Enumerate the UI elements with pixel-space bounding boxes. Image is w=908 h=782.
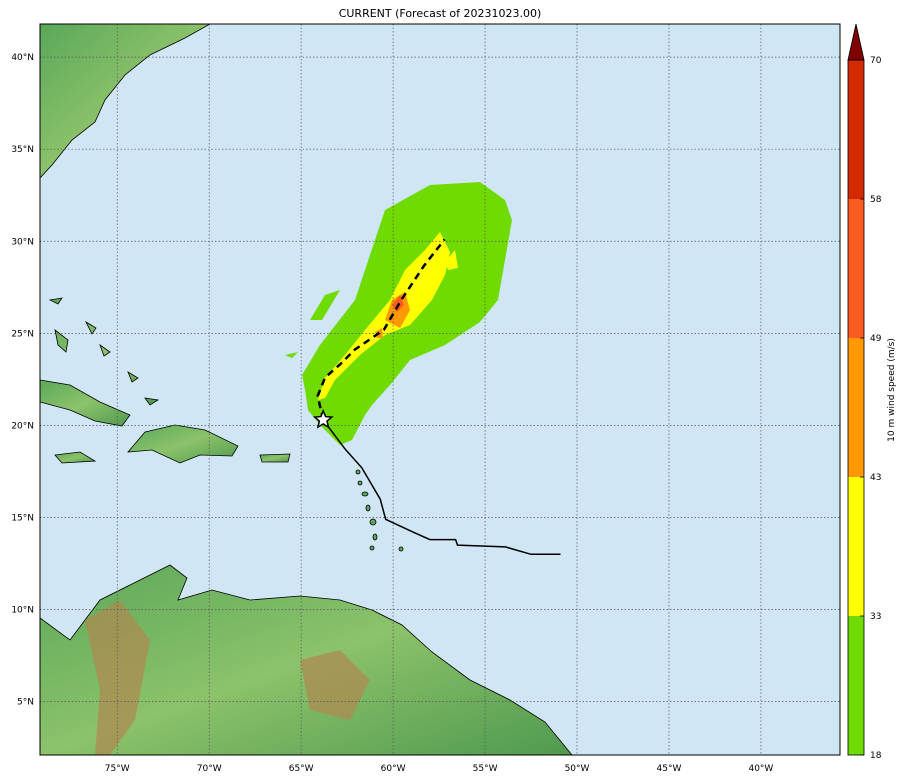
colorbar-tick-label: 33 [870,612,881,622]
lat-tick-label: 30°N [11,237,34,247]
forecast-track-line [316,238,446,421]
terrain-highlands [85,600,370,755]
storm-tracks [312,238,561,556]
cuba [40,379,131,427]
colorbar-segment [848,199,864,338]
bahamas [48,297,160,406]
lat-tick-label: 40°N [11,53,34,63]
colorbar-tick-label: 70 [870,56,882,66]
colorbar-tick-label: 58 [870,195,882,205]
puerto-rico [259,453,291,463]
lon-tick-label: 70°W [197,764,222,774]
lon-tick-label: 45°W [657,764,682,774]
map-title: CURRENT (Forecast of 20231023.00) [338,7,542,20]
lon-tick-label: 50°W [565,764,590,774]
lat-tick-label: 35°N [11,145,34,155]
lon-tick-label: 75°W [105,764,130,774]
lat-tick-label: 5°N [17,698,34,708]
colorbar-extend-arrow [847,23,865,61]
colorbar-segment [848,477,864,616]
colorbar-frame [847,59,865,756]
lon-tick-label: 40°W [748,764,773,774]
swath-18-33-bands [285,290,340,358]
north-america-coast [40,24,211,179]
lon-tick-label: 60°W [381,764,406,774]
hispaniola [127,424,239,464]
lon-tick-label: 55°W [473,764,498,774]
lesser-antilles [355,469,404,552]
colorbar-segment [848,338,864,477]
lat-tick-label: 10°N [11,606,34,616]
colorbar: 18 33 43 49 58 70 [847,23,882,761]
colorbar-label: 10 m wind speed (m/s) [887,338,897,442]
lat-tick-label: 25°N [11,329,34,339]
colorbar-segment [848,616,864,755]
colorbar-tick-label: 43 [870,473,881,483]
past-track-line [322,419,561,556]
map-frame [39,23,841,756]
graticule: 75°W 70°W 65°W 60°W 55°W 50°W 45°W 40°W 40°N 35°N… [11,24,840,774]
lat-tick-label: 20°N [11,421,34,431]
lat-tick-label: 15°N [11,513,34,523]
jamaica [54,451,97,464]
lon-tick-label: 65°W [289,764,314,774]
colorbar-segment [848,60,864,199]
star-icon [312,408,334,429]
colorbar-tick-label: 18 [870,751,882,761]
land [40,24,573,755]
colorbar-tick-label: 49 [870,334,882,344]
